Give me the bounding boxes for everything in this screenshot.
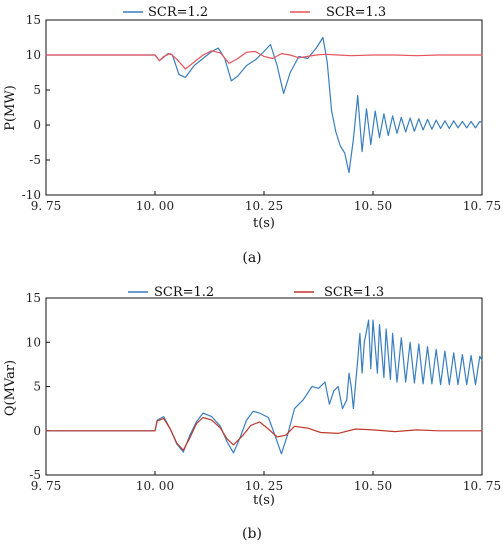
plot-frame-a xyxy=(45,19,483,196)
legend-b: SCR=1.2 SCR=1.3 xyxy=(128,285,384,300)
legend-a-label-1: SCR=1.2 xyxy=(148,5,208,20)
series-line-2 xyxy=(45,50,483,70)
ticks-b: 9. 75 10. 00 10. 25 10. 50 10. 75 -5 0 5 10 15 xyxy=(26,291,501,493)
x-tick-label: 10. 50 xyxy=(354,479,392,493)
ticks-a: 9. 75 10. 00 10. 25 10. 50 10. 75 -10 -5 0 5 10 15 xyxy=(22,13,501,213)
y-tick-label: 5 xyxy=(33,83,41,97)
legend-a-label-2: SCR=1.3 xyxy=(326,5,386,20)
caption-b: (b) xyxy=(242,526,262,542)
plot-frame-b xyxy=(45,297,483,476)
x-tick-label: 9. 75 xyxy=(31,199,62,213)
x-tick-label: 10. 25 xyxy=(245,479,283,493)
series-line-1 xyxy=(45,319,483,455)
chart-b: 9. 75 10. 00 10. 25 10. 50 10. 75 -5 0 5 10 15 SC… xyxy=(3,285,501,542)
y-tick-label: 15 xyxy=(26,13,41,27)
y-tick-label: 10 xyxy=(26,335,41,349)
y-tick-label: 5 xyxy=(33,380,41,394)
x-tick-label: 10. 00 xyxy=(136,199,174,213)
legend-b-label-1: SCR=1.2 xyxy=(154,285,214,300)
y-tick-label: 0 xyxy=(33,118,41,132)
series-b xyxy=(45,319,483,455)
y-tick-label: 0 xyxy=(33,424,41,438)
series-a xyxy=(45,36,483,174)
y-tick-label: -10 xyxy=(22,188,41,202)
y-tick-label: 15 xyxy=(26,291,41,305)
y-axis-label-b: Q(MVar) xyxy=(3,360,18,416)
y-axis-label-a: P(MW) xyxy=(3,85,18,131)
series-line-1 xyxy=(45,36,483,174)
y-tick-label: -5 xyxy=(29,468,41,482)
y-tick-label: -5 xyxy=(29,153,41,167)
x-tick-label: 10. 75 xyxy=(463,479,501,493)
x-tick-label: 10. 75 xyxy=(463,199,501,213)
x-axis-label-a: t(s) xyxy=(253,216,275,231)
series-line-2 xyxy=(45,416,483,451)
x-tick-label: 10. 00 xyxy=(136,479,174,493)
x-axis-label-b: t(s) xyxy=(253,493,275,508)
chart-a: 9. 75 10. 00 10. 25 10. 50 10. 75 -10 -5 0 5 10 15… xyxy=(3,5,501,266)
caption-a: (a) xyxy=(242,250,261,266)
x-tick-label: 9. 75 xyxy=(31,479,62,493)
x-tick-label: 10. 50 xyxy=(354,199,392,213)
legend-a: SCR=1.2 SCR=1.3 xyxy=(123,5,386,20)
x-tick-label: 10. 25 xyxy=(245,199,283,213)
legend-b-label-2: SCR=1.3 xyxy=(324,285,384,300)
y-tick-label: 10 xyxy=(26,48,41,62)
